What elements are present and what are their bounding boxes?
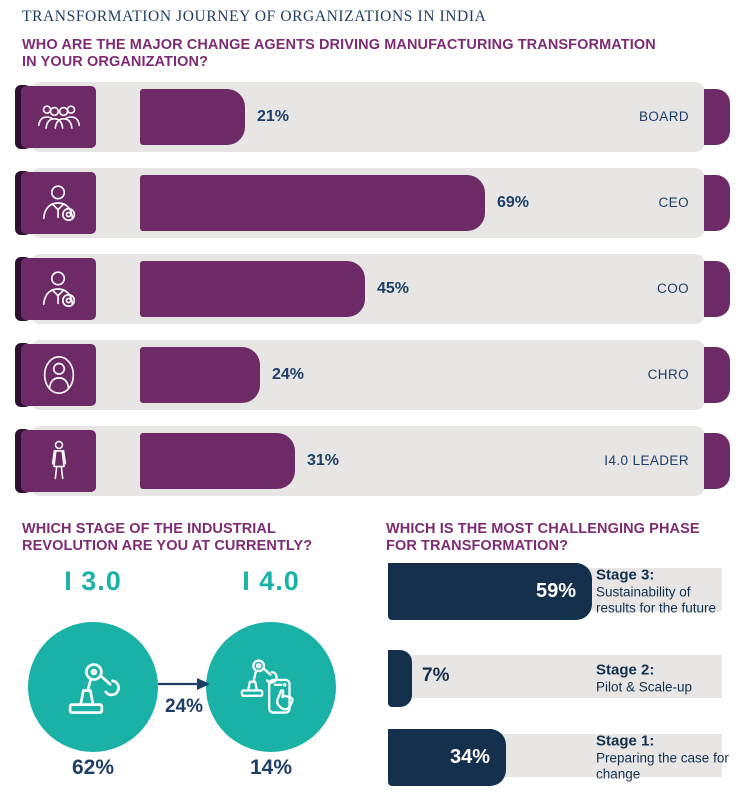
agent-row-board: 21% BOARD xyxy=(0,82,743,152)
phase-bar xyxy=(388,563,592,620)
phase-label: Stage 3: Sustainability of results for th… xyxy=(596,566,732,617)
transition-arrow-icon xyxy=(158,677,210,691)
row-end-tab xyxy=(704,347,730,403)
phase-label: Stage 1: Preparing the case for change xyxy=(596,732,732,783)
phase-stage-desc: Sustainability of results for the future xyxy=(596,584,717,616)
row-background xyxy=(30,340,705,410)
agent-value: 21% xyxy=(257,108,290,125)
phase-stage-name: Stage 1: xyxy=(596,731,655,749)
stage-circle-i30 xyxy=(28,622,158,752)
agent-bar xyxy=(140,261,365,317)
row-end-tab xyxy=(704,175,730,231)
phase-value: 7% xyxy=(422,665,450,686)
phase-row-stage-2: 7% Stage 2: Pilot & Scale-up xyxy=(388,650,722,707)
phase-stage-name: Stage 2: xyxy=(596,661,655,679)
agent-label: CHRO xyxy=(647,367,689,382)
stage-circle-i40 xyxy=(206,622,336,752)
agent-bar xyxy=(140,175,485,231)
agent-icon-box xyxy=(21,86,96,148)
agent-row-i4-0-leader: 31% I4.0 LEADER xyxy=(0,426,743,496)
agent-icon-box xyxy=(21,344,96,406)
robot-arm-smartphone-icon xyxy=(234,650,308,724)
agent-label: CEO xyxy=(658,195,689,210)
phase-value: 59% xyxy=(535,580,576,602)
agent-icon-box xyxy=(21,430,96,492)
agent-value: 24% xyxy=(272,366,305,383)
agent-value: 69% xyxy=(497,194,530,211)
agent-row-coo: 45% COO xyxy=(0,254,743,324)
stage-value-i30: 62% xyxy=(71,756,115,779)
phase-label: Stage 2: Pilot & Scale-up xyxy=(596,661,732,696)
transition-value: 24% xyxy=(164,696,204,717)
agent-icon-box xyxy=(21,258,96,320)
agent-bar xyxy=(140,347,260,403)
phase-row-background xyxy=(388,655,722,698)
agent-value: 45% xyxy=(377,280,410,297)
phase-stage-desc: Preparing the case for change xyxy=(596,750,729,782)
agent-value: 31% xyxy=(307,452,340,469)
question-industrial-stage: WHICH STAGE OF THE INDUSTRIAL REVOLUTION… xyxy=(22,521,313,555)
row-end-tab xyxy=(704,261,730,317)
chro-icon xyxy=(36,352,82,398)
agent-label: COO xyxy=(657,281,689,296)
coo-icon xyxy=(36,266,82,312)
phase-row-stage-3: 59% Stage 3: Sustainability of results for… xyxy=(388,563,722,620)
agent-bar xyxy=(140,89,245,145)
agent-label: I4.0 LEADER xyxy=(604,453,689,468)
agent-icon-box xyxy=(21,172,96,234)
stage-label-i30: I 3.0 xyxy=(64,566,122,596)
agent-row-chro: 24% CHRO xyxy=(0,340,743,410)
board-icon xyxy=(35,99,83,135)
phase-bar xyxy=(388,650,412,707)
row-background xyxy=(30,254,705,324)
agent-label: BOARD xyxy=(638,109,689,124)
question-challenging-phase: WHICH IS THE MOST CHALLENGING PHASE FOR … xyxy=(386,521,700,555)
phase-value: 34% xyxy=(449,746,490,768)
row-end-tab xyxy=(704,89,730,145)
robot-arm-icon xyxy=(56,650,130,724)
row-background xyxy=(30,82,705,152)
phase-stage-desc: Pilot & Scale-up xyxy=(596,679,693,695)
agent-row-ceo: 69% CEO xyxy=(0,168,743,238)
row-end-tab xyxy=(704,433,730,489)
agent-bar xyxy=(140,433,295,489)
i40-leader-icon xyxy=(37,438,81,484)
phase-stage-name: Stage 3: xyxy=(596,565,655,583)
stage-label-i40: I 4.0 xyxy=(242,566,300,596)
phase-bar xyxy=(388,729,506,786)
phase-row-stage-1: 34% Stage 1: Preparing the case for change xyxy=(388,729,729,786)
page-title: TRANSFORMATION JOURNEY OF ORGANIZATIONS … xyxy=(22,8,487,25)
stage-value-i40: 14% xyxy=(249,756,293,779)
ceo-icon xyxy=(36,180,82,226)
question-change-agents: WHO ARE THE MAJOR CHANGE AGENTS DRIVING … xyxy=(22,37,656,71)
